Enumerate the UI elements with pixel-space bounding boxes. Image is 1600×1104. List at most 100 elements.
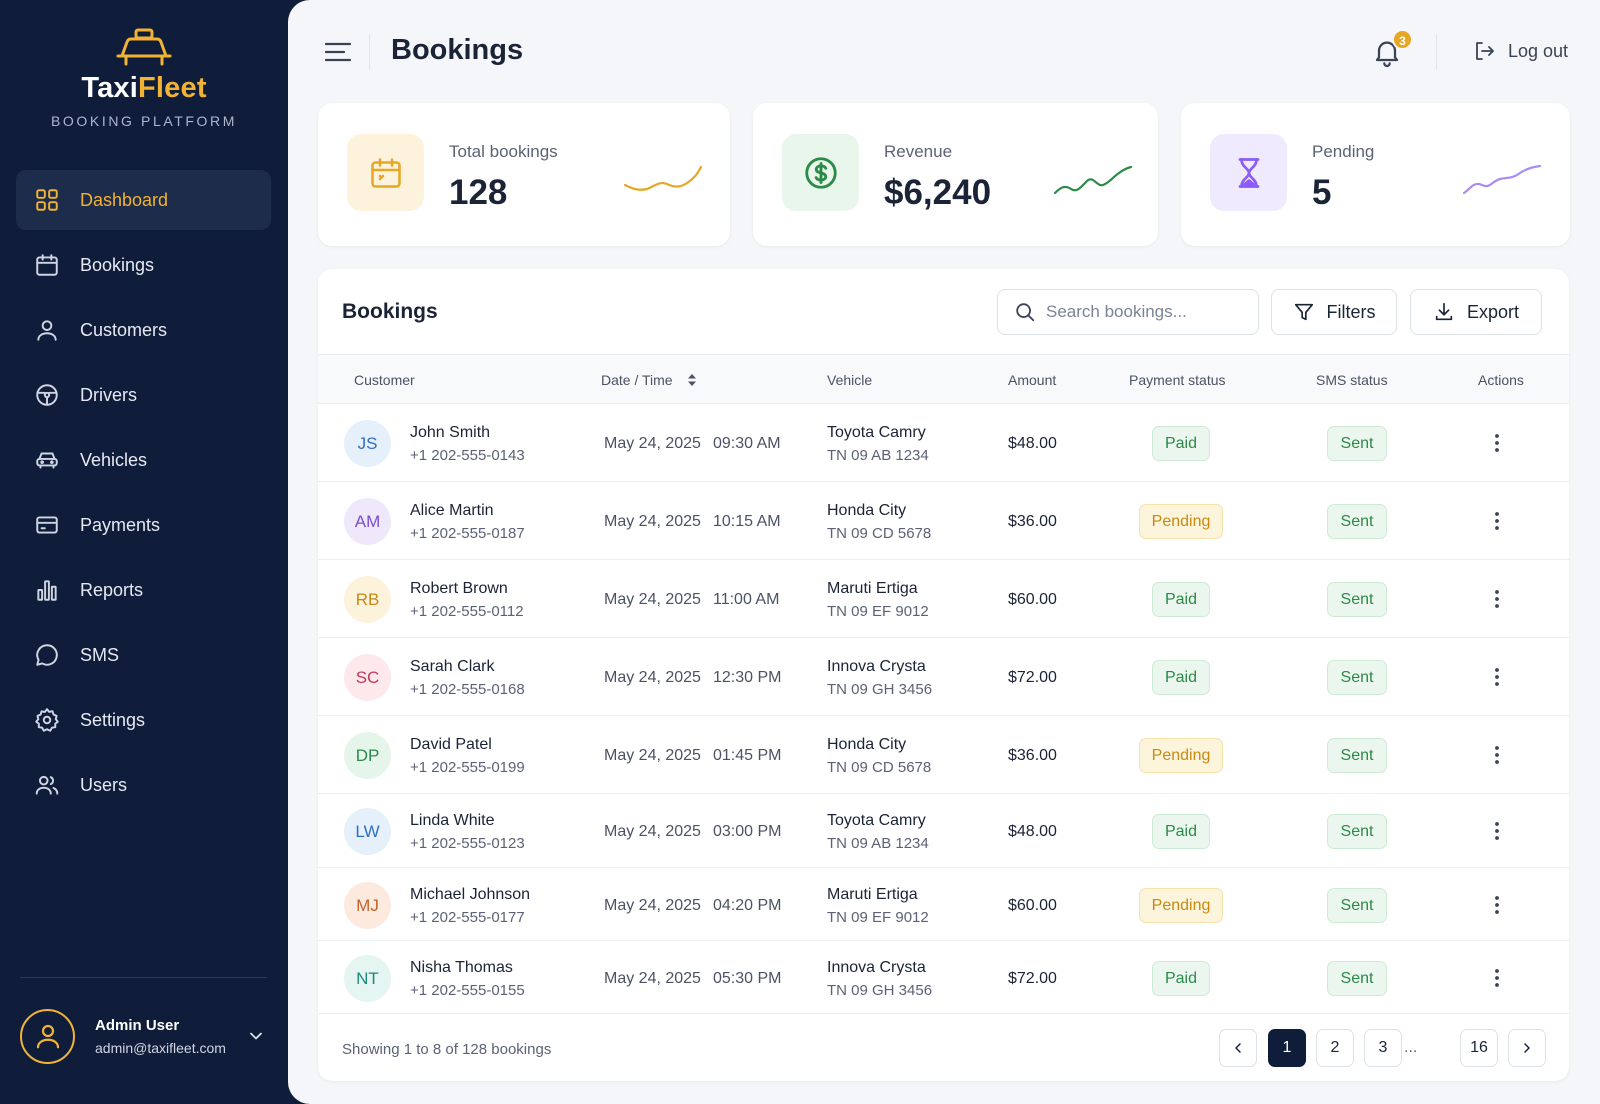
- filters-button[interactable]: Filters: [1271, 289, 1397, 335]
- booking-date: May 24, 2025: [604, 823, 701, 840]
- column-header-customer[interactable]: Customer: [354, 372, 415, 388]
- brand-tagline: BOOKING PLATFORM: [50, 113, 238, 129]
- calendar-icon: [33, 251, 61, 279]
- booking-amount: $48.00: [1008, 823, 1057, 840]
- table-title: Bookings: [342, 300, 438, 323]
- more-actions-icon[interactable]: [1485, 509, 1509, 533]
- more-actions-icon[interactable]: [1485, 893, 1509, 917]
- sms-status-badge: Sent: [1327, 738, 1387, 773]
- brand-logo[interactable]: TaxiFleet BOOKING PLATFORM: [0, 26, 288, 129]
- user-name: Admin User: [95, 1016, 180, 1034]
- chevron-down-icon[interactable]: [246, 1026, 266, 1046]
- customer-phone: +1 202-555-0199: [410, 759, 525, 776]
- sms-status-badge: Sent: [1327, 660, 1387, 695]
- sidebar-item-users[interactable]: Users: [16, 755, 271, 815]
- booking-time: 11:00 AM: [713, 591, 780, 608]
- users-icon: [33, 771, 61, 799]
- export-button[interactable]: Export: [1410, 289, 1542, 335]
- brand-name-part2: Fleet: [138, 72, 207, 104]
- booking-time: 03:00 PM: [713, 823, 782, 840]
- stat-label: Total bookings: [449, 142, 558, 161]
- pagination-ellipsis: ...: [1404, 1039, 1418, 1056]
- more-actions-icon[interactable]: [1485, 966, 1509, 990]
- bar-chart-icon: [33, 576, 61, 604]
- column-header-payment-status[interactable]: Payment status: [1129, 372, 1226, 388]
- stat-label: Pending: [1312, 142, 1375, 161]
- dollar-icon: [804, 156, 837, 189]
- logout-button[interactable]: Log out: [1472, 39, 1568, 63]
- hamburger-menu-icon[interactable]: [324, 38, 352, 66]
- payment-status-badge: Paid: [1152, 814, 1210, 849]
- stat-icon-box: [1210, 134, 1287, 211]
- grid-icon: [33, 186, 61, 214]
- pagination-page-16[interactable]: 16: [1460, 1029, 1498, 1067]
- customer-name: Sarah Clark: [410, 658, 495, 675]
- booking-date: May 24, 2025: [604, 435, 701, 452]
- table-row[interactable]: LW Linda White +1 202-555-0123 May 24, 2025…: [318, 794, 1569, 868]
- sidebar-item-reports[interactable]: Reports: [16, 560, 271, 620]
- pagination-page-2[interactable]: 2: [1316, 1029, 1354, 1067]
- more-actions-icon[interactable]: [1485, 743, 1509, 767]
- search-input[interactable]: [1046, 302, 1236, 322]
- table-row[interactable]: SC Sarah Clark +1 202-555-0168 May 24, 2025…: [318, 638, 1569, 716]
- pagination-page-1[interactable]: 1: [1268, 1029, 1306, 1067]
- pagination-next-button[interactable]: [1508, 1029, 1546, 1067]
- more-actions-icon[interactable]: [1485, 665, 1509, 689]
- sidebar-item-label: Dashboard: [80, 189, 169, 210]
- sidebar-item-payments[interactable]: Payments: [16, 495, 271, 555]
- pagination-prev-button[interactable]: [1219, 1029, 1257, 1067]
- main-content: Bookings 3 Log out Total bookings 128 Re…: [288, 0, 1600, 1104]
- sidebar-item-dashboard[interactable]: Dashboard: [16, 170, 271, 230]
- column-header-sms-status[interactable]: SMS status: [1316, 372, 1388, 388]
- credit-card-icon: [33, 511, 61, 539]
- column-header-amount[interactable]: Amount: [1008, 372, 1057, 388]
- sidebar-item-customers[interactable]: Customers: [16, 300, 271, 360]
- sidebar-item-label: Settings: [80, 709, 146, 730]
- table-row[interactable]: JS John Smith +1 202-555-0143 May 24, 2025 0…: [318, 404, 1569, 482]
- more-actions-icon[interactable]: [1485, 819, 1509, 843]
- sidebar-item-label: Bookings: [80, 254, 155, 275]
- booking-amount: $60.00: [1008, 591, 1057, 608]
- sidebar-item-bookings[interactable]: Bookings: [16, 235, 271, 295]
- user-profile[interactable]: Admin User admin@taxifleet.com: [20, 1008, 270, 1064]
- sidebar-item-vehicles[interactable]: Vehicles: [16, 430, 271, 490]
- sidebar-item-sms[interactable]: SMS: [16, 625, 271, 685]
- filters-label: Filters: [1326, 301, 1376, 322]
- vehicle-plate: TN 09 EF 9012: [827, 603, 929, 620]
- sidebar-item-drivers[interactable]: Drivers: [16, 365, 271, 425]
- sms-status-badge: Sent: [1327, 814, 1387, 849]
- sort-icon: [687, 374, 696, 386]
- export-label: Export: [1466, 301, 1520, 322]
- sidebar-nav: Dashboard Bookings Customers Drivers Veh…: [16, 170, 271, 820]
- stat-icon-box: [347, 134, 424, 211]
- person-icon: [33, 316, 61, 344]
- sms-status-badge: Sent: [1327, 426, 1387, 461]
- customer-phone: +1 202-555-0187: [410, 525, 525, 542]
- sparkline-icon: [623, 165, 703, 191]
- table-row[interactable]: DP David Patel +1 202-555-0199 May 24, 2025…: [318, 716, 1569, 794]
- booking-amount: $36.00: [1008, 747, 1057, 764]
- table-row[interactable]: NT Nisha Thomas +1 202-555-0155 May 24, 202…: [318, 941, 1569, 1014]
- column-header-vehicle[interactable]: Vehicle: [827, 372, 873, 388]
- topbar-divider: [369, 34, 370, 70]
- sidebar-divider: [20, 977, 267, 978]
- taxi-icon: [116, 28, 172, 66]
- table-row[interactable]: RB Robert Brown +1 202-555-0112 May 24, 202…: [318, 560, 1569, 638]
- customer-name: David Patel: [410, 736, 492, 753]
- chevron-right-icon: [1524, 1043, 1530, 1053]
- sms-status-badge: Sent: [1327, 582, 1387, 617]
- more-actions-icon[interactable]: [1485, 431, 1509, 455]
- table-row[interactable]: MJ Michael Johnson +1 202-555-0177 May 24, …: [318, 868, 1569, 941]
- sidebar-item-settings[interactable]: Settings: [16, 690, 271, 750]
- bell-icon[interactable]: [1371, 36, 1403, 68]
- vehicle-name: Innova Crysta: [827, 959, 926, 976]
- sparkline-icon: [1462, 164, 1542, 195]
- stat-value: $6,240: [884, 173, 992, 212]
- column-header-date-time[interactable]: Date / Time: [601, 372, 697, 388]
- table-row[interactable]: AM Alice Martin +1 202-555-0187 May 24, 202…: [318, 482, 1569, 560]
- pagination-page-3[interactable]: 3: [1364, 1029, 1402, 1067]
- brand-name-part1: Taxi: [81, 72, 138, 104]
- more-actions-icon[interactable]: [1485, 587, 1509, 611]
- vehicle-plate: TN 09 GH 3456: [827, 681, 933, 698]
